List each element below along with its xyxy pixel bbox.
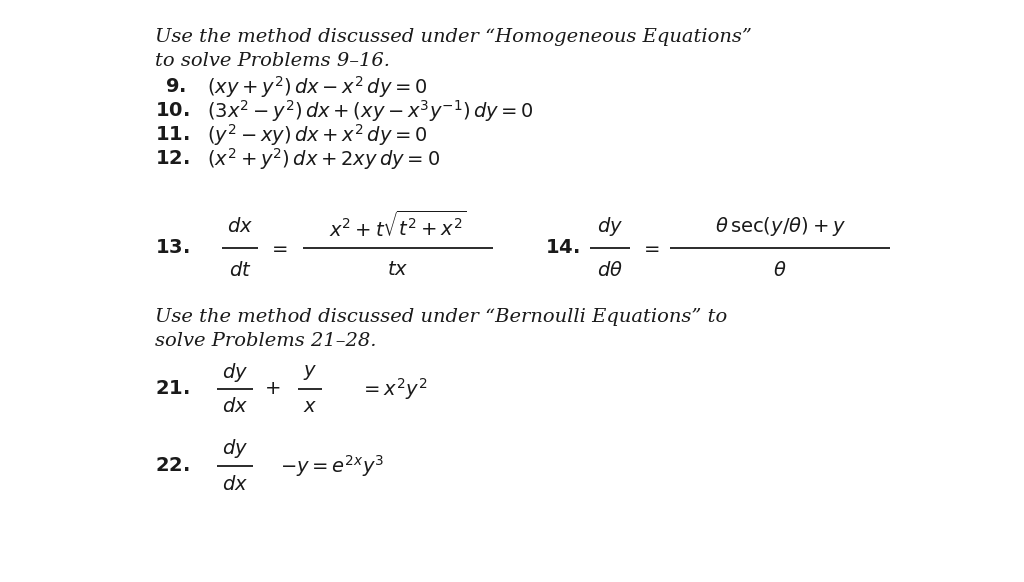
Text: $dy$: $dy$ xyxy=(222,360,248,384)
Text: $\mathbf{10.}$: $\mathbf{10.}$ xyxy=(155,102,189,120)
Text: $\mathbf{9.}$: $\mathbf{9.}$ xyxy=(165,78,186,96)
Text: $- y = e^{2x}y^3$: $- y = e^{2x}y^3$ xyxy=(280,453,384,479)
Text: $(x^2 + y^2)\,dx + 2xy\,dy = 0$: $(x^2 + y^2)\,dx + 2xy\,dy = 0$ xyxy=(207,146,440,172)
Text: to solve Problems 9–16.: to solve Problems 9–16. xyxy=(155,52,390,70)
Text: $y$: $y$ xyxy=(303,363,317,381)
Text: $\theta\,\mathrm{sec}(y/\theta) + y$: $\theta\,\mathrm{sec}(y/\theta) + y$ xyxy=(715,215,846,237)
Text: $(3x^2 - y^2)\,dx + (xy - x^3y^{-1})\,dy = 0$: $(3x^2 - y^2)\,dx + (xy - x^3y^{-1})\,dy… xyxy=(207,98,534,124)
Text: Use the method discussed under “Homogeneous Equations”: Use the method discussed under “Homogene… xyxy=(155,28,752,46)
Text: $(xy + y^2)\,dx - x^2\,dy = 0$: $(xy + y^2)\,dx - x^2\,dy = 0$ xyxy=(207,74,428,100)
Text: $(y^2 - xy)\,dx + x^2\,dy = 0$: $(y^2 - xy)\,dx + x^2\,dy = 0$ xyxy=(207,122,428,148)
Text: Use the method discussed under “Bernoulli Equations” to: Use the method discussed under “Bernoull… xyxy=(155,308,727,326)
Text: $\mathbf{12.}$: $\mathbf{12.}$ xyxy=(155,150,189,168)
Text: solve Problems 21–28.: solve Problems 21–28. xyxy=(155,332,377,350)
Text: $d\theta$: $d\theta$ xyxy=(597,261,623,279)
Text: $\mathbf{22.}$: $\mathbf{22.}$ xyxy=(155,457,189,475)
Text: $dx$: $dx$ xyxy=(222,474,248,494)
Text: $dx$: $dx$ xyxy=(227,217,253,236)
Text: $= x^2y^2$: $= x^2y^2$ xyxy=(360,376,427,402)
Text: $dt$: $dt$ xyxy=(228,261,251,279)
Text: $=$: $=$ xyxy=(640,239,660,257)
Text: $dy$: $dy$ xyxy=(597,215,623,237)
Text: $\mathbf{14.}$: $\mathbf{14.}$ xyxy=(545,239,580,257)
Text: $x$: $x$ xyxy=(303,398,317,416)
Text: $dy$: $dy$ xyxy=(222,438,248,460)
Text: $\mathbf{21.}$: $\mathbf{21.}$ xyxy=(155,380,189,398)
Text: $dx$: $dx$ xyxy=(222,398,248,417)
Text: $+$: $+$ xyxy=(264,380,281,398)
Text: $\mathbf{11.}$: $\mathbf{11.}$ xyxy=(155,126,189,144)
Text: $\theta$: $\theta$ xyxy=(773,261,786,279)
Text: $x^2 + t\sqrt{t^2 + x^2}$: $x^2 + t\sqrt{t^2 + x^2}$ xyxy=(329,211,467,241)
Text: $\mathbf{13.}$: $\mathbf{13.}$ xyxy=(155,239,189,257)
Text: $=$: $=$ xyxy=(268,239,288,257)
Text: $tx$: $tx$ xyxy=(387,261,409,279)
